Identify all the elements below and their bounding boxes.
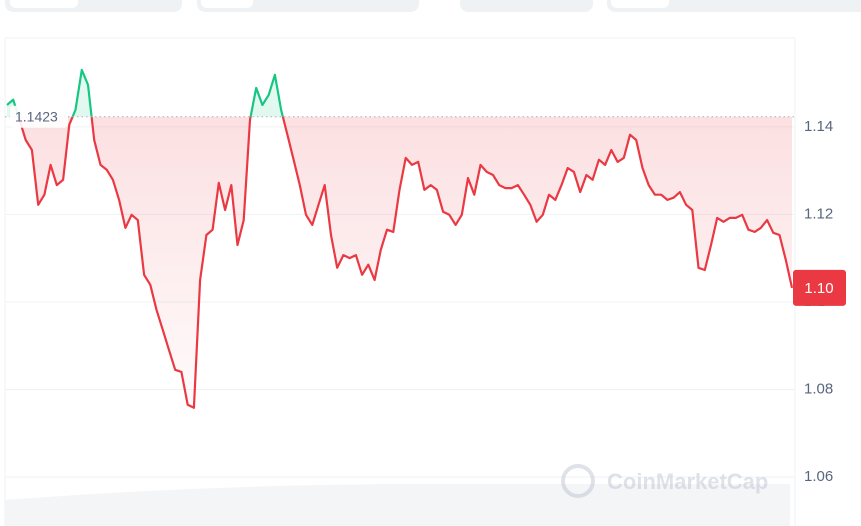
tab-active[interactable]: [611, 0, 669, 8]
watermark: CoinMarketCap: [561, 464, 768, 498]
current-price-label: 1.10: [804, 280, 833, 297]
plot: 1.1423 1.10: [5, 68, 846, 409]
tab-active[interactable]: [10, 0, 78, 8]
grid: 1.061.081.11.121.14: [5, 118, 833, 485]
tab[interactable]: [607, 0, 861, 12]
y-tick-label: 1.06: [804, 468, 833, 485]
y-tick-label: 1.08: [804, 380, 833, 397]
y-tick-label: 1.14: [804, 118, 833, 135]
current-price-tag: [793, 269, 846, 306]
line-below: [17, 116, 794, 409]
area-above: [7, 69, 792, 117]
volume-area: [5, 484, 790, 526]
tab[interactable]: [460, 0, 593, 12]
tabs: [5, 0, 861, 12]
baseline-label-bg: [10, 105, 68, 128]
watermark-text: CoinMarketCap: [607, 469, 768, 494]
baseline-label: 1.1423: [15, 108, 58, 124]
area-below: [18, 116, 792, 408]
tab-active[interactable]: [201, 0, 253, 8]
y-tick-label: 1.12: [804, 205, 833, 222]
